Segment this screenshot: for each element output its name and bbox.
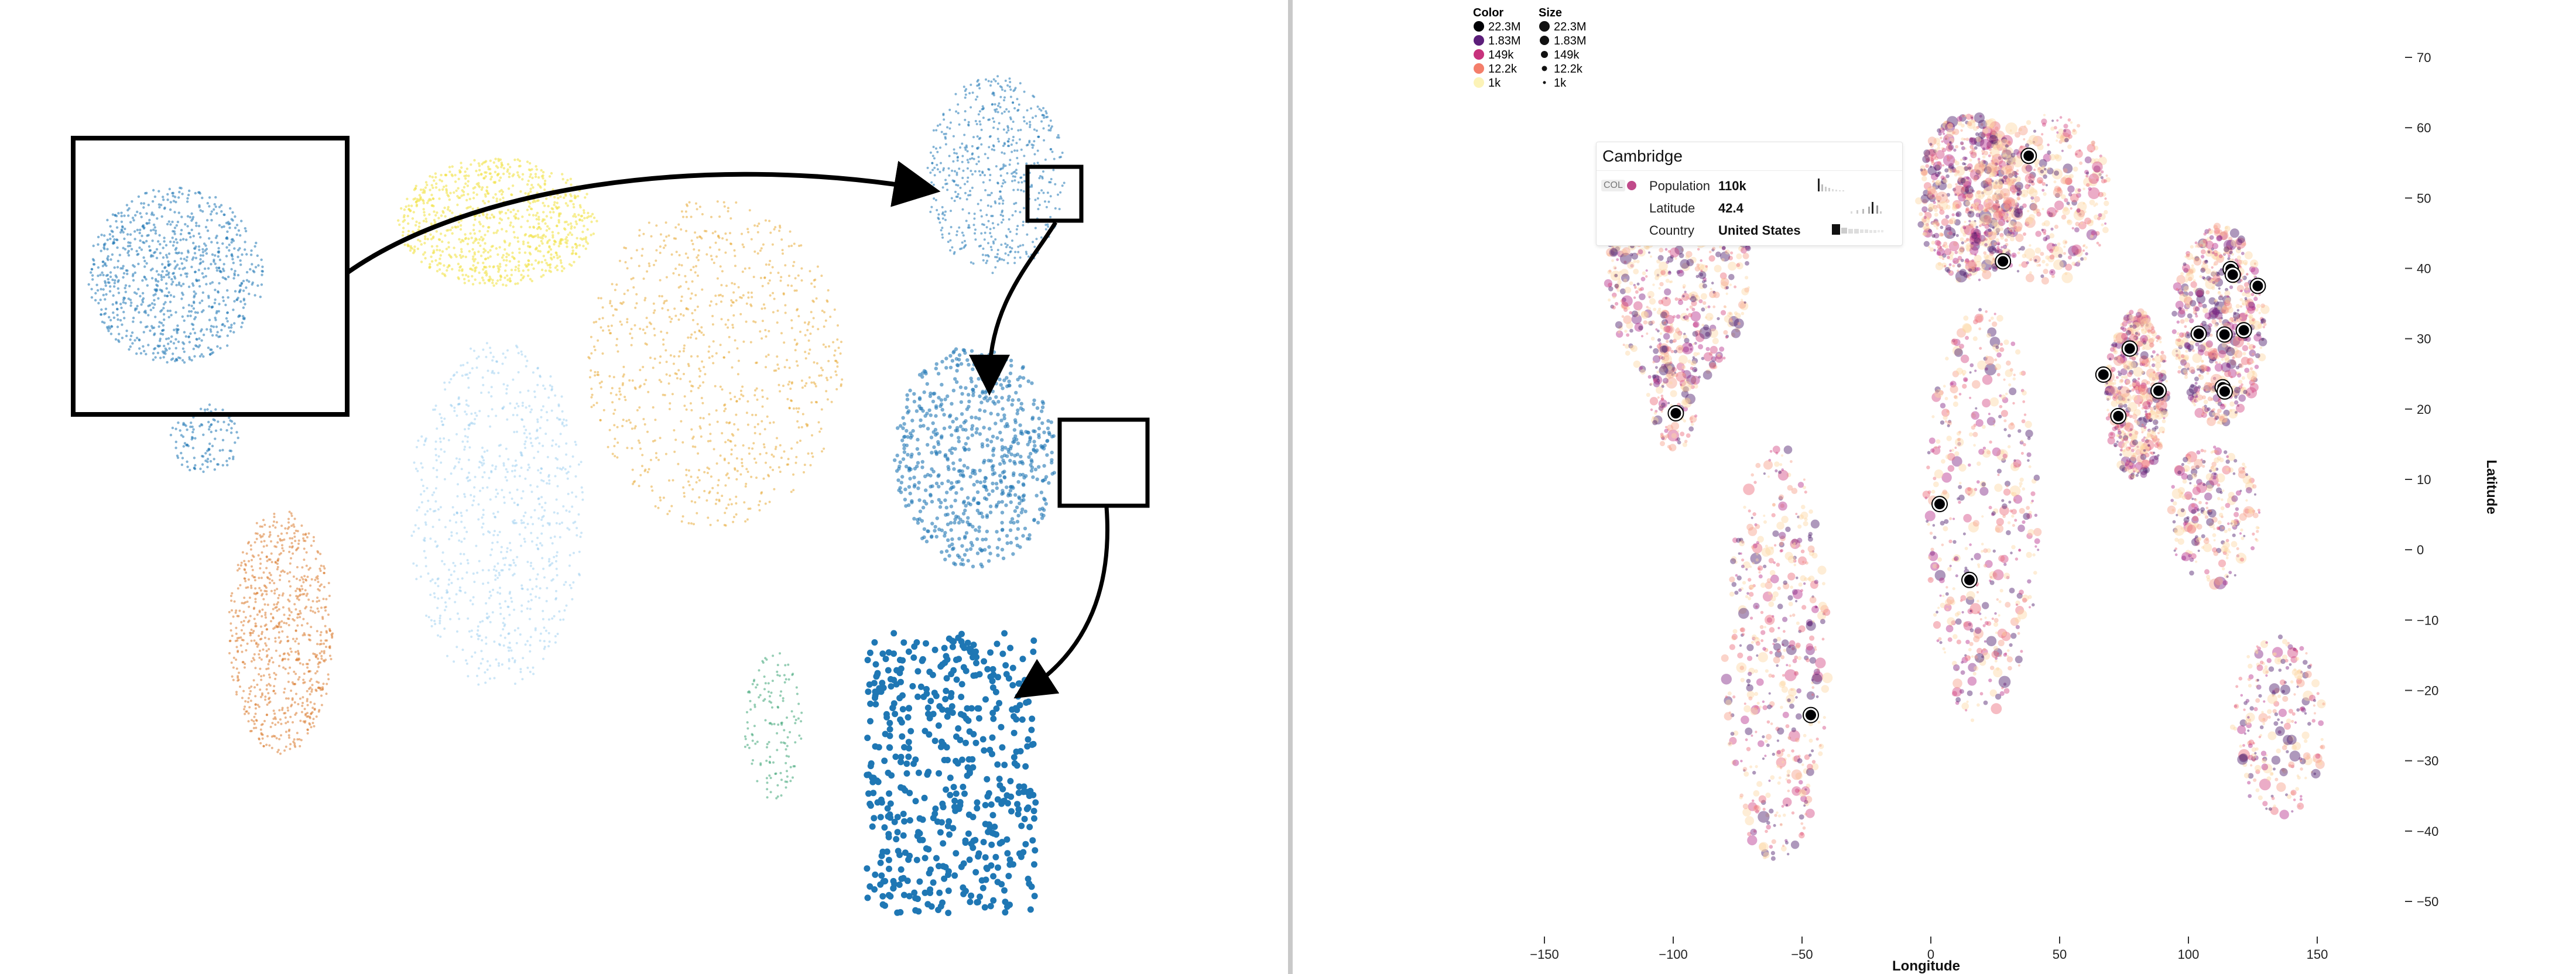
y-axis: 70 60 50 40 30 20 10 0 −10 −20 −30 −40 −50 [2405, 50, 2438, 909]
legend-color-label: 149k [1488, 49, 1514, 61]
zoom-illustration-panel [0, 0, 1283, 974]
population-histogram-icon [1818, 179, 1844, 191]
legend-size-swatch [1540, 36, 1549, 45]
legend-size-label: 1.83M [1554, 35, 1587, 47]
legend-size-title: Size [1539, 6, 1562, 19]
tooltip-value: United States [1718, 223, 1801, 238]
x-tick-label: 0 [1927, 947, 1934, 962]
latitude-histogram-icon [1851, 202, 1882, 214]
tooltip-value: 110k [1718, 179, 1746, 193]
arrow-to-zoom-3 [1013, 506, 1109, 699]
legend-color-swatch [1474, 77, 1484, 88]
city-scatter-panel: Color 22.3M 1.83M 149k 12.2k 1k Size 22.3M 1.… [1293, 0, 2576, 974]
panel-divider[interactable] [1288, 0, 1293, 974]
legend-size-swatch [1542, 66, 1547, 71]
tooltip-row-country: Country United States [1597, 220, 1902, 242]
y-tick-label: 60 [2417, 121, 2431, 135]
tooltip-key: Country [1649, 223, 1695, 238]
legend-color-swatch [1474, 35, 1484, 46]
hover-tooltip: Cambridge COL Population 110k Latitude 4… [1596, 142, 1903, 246]
city-points [1604, 112, 2326, 861]
y-tick-label: −30 [2417, 754, 2438, 769]
x-axis-title: Longitude [1892, 958, 1960, 974]
tooltip-value: 42.4 [1718, 201, 1743, 215]
zoom-box-northeast [1025, 164, 1084, 223]
highlighted-cities [1667, 148, 2266, 723]
legend-color-title: Color [1473, 6, 1503, 19]
legend-color-label: 12.2k [1488, 63, 1517, 76]
y-tick-label: 10 [2417, 472, 2431, 487]
x-tick-label: −50 [1791, 947, 1813, 962]
legend-size-label: 1k [1554, 77, 1567, 90]
legend-size-label: 12.2k [1554, 63, 1583, 76]
legend-size-swatch [1539, 21, 1550, 32]
legend-color-swatch [1474, 21, 1484, 32]
arrow-to-zoom-2 [969, 221, 1057, 396]
tooltip-encoding-tag: COL [1601, 180, 1625, 191]
country-histogram-icon [1832, 224, 1883, 235]
legend-color-swatch [1474, 63, 1484, 74]
continent-point-clouds [87, 75, 1066, 917]
y-tick-label: 0 [2417, 543, 2424, 557]
x-axis: −150 −100 −50 0 50 100 150 [1530, 937, 2328, 962]
legend-size-label: 149k [1554, 49, 1580, 61]
x-tick-label: 50 [2053, 947, 2067, 962]
tooltip-row-population: COL Population 110k [1597, 175, 1902, 197]
legend-color-label: 1.83M [1488, 35, 1521, 47]
x-tick-label: −100 [1659, 947, 1688, 962]
x-tick-label: −150 [1530, 947, 1559, 962]
y-tick-label: 70 [2417, 50, 2431, 65]
zoom-box-new-england [1057, 417, 1150, 508]
y-tick-label: 50 [2417, 191, 2431, 205]
legend-size-swatch [1543, 81, 1546, 84]
x-tick-label: 150 [2307, 947, 2328, 962]
x-tick-label: 100 [2178, 947, 2200, 962]
zoom-illustration [71, 75, 1150, 917]
tooltip-row-latitude: Latitude 42.4 [1597, 197, 1902, 220]
legend-size-swatch [1541, 51, 1548, 58]
legend-size-label: 22.3M [1554, 20, 1587, 33]
color-swatch-icon [1627, 181, 1636, 190]
y-axis-title: Latitude [2483, 459, 2499, 514]
legend-color-label: 1k [1488, 77, 1501, 90]
y-tick-label: −10 [2417, 613, 2438, 627]
zoom-box-north-america [71, 136, 350, 417]
y-tick-label: 40 [2417, 262, 2431, 276]
legend-color-swatch [1474, 49, 1484, 60]
legend-color-label: 22.3M [1488, 20, 1521, 33]
y-tick-label: −50 [2417, 894, 2438, 909]
y-tick-label: 30 [2417, 332, 2431, 347]
tooltip-separator [1597, 170, 1902, 171]
tooltip-key: Population [1649, 179, 1710, 193]
tooltip-title: Cambridge [1602, 147, 1683, 165]
y-tick-label: −20 [2417, 684, 2438, 698]
y-tick-label: −40 [2417, 824, 2438, 839]
y-tick-label: 20 [2417, 402, 2431, 417]
tooltip-key: Latitude [1649, 201, 1695, 215]
arrow-to-zoom-1 [345, 160, 941, 275]
